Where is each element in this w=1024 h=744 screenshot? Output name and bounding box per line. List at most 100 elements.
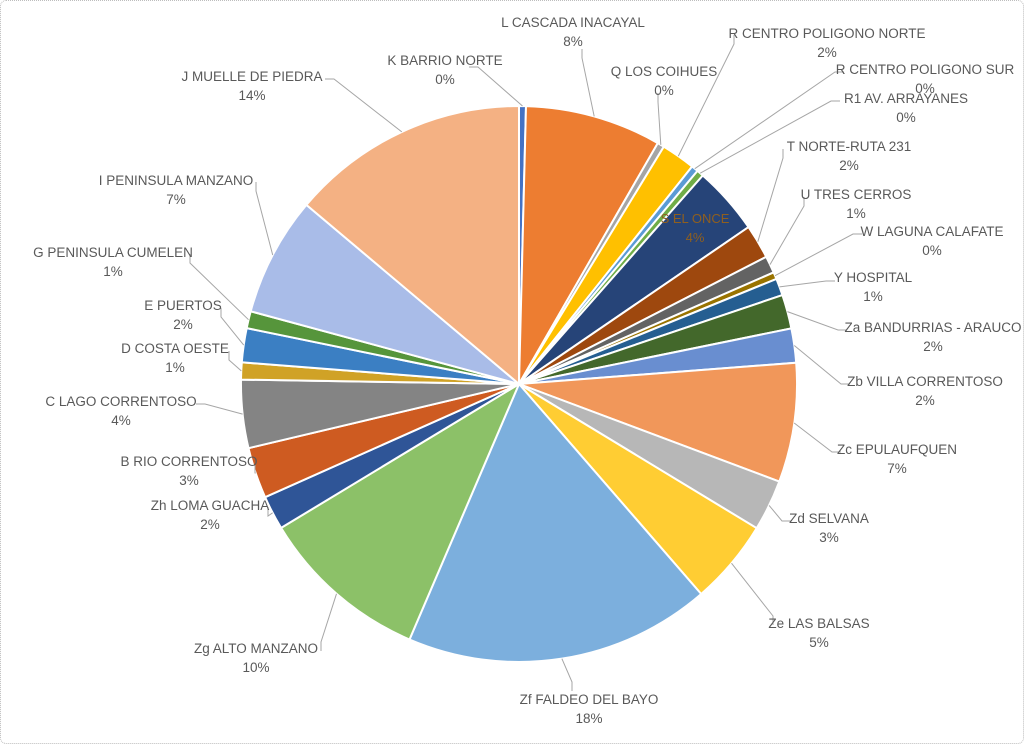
slice-label-name: Zd SELVANA	[789, 511, 869, 526]
slice-label-q-los-coihues: Q LOS COIHUES 0%	[611, 62, 718, 100]
slice-label-c-lago-correntoso: C LAGO CORRENTOSO 4%	[45, 392, 196, 430]
leader-line-w-laguna-calafate	[774, 233, 862, 277]
pie-slices-group	[239, 104, 798, 663]
slice-label-name: I PENINSULA MANZANO	[98, 173, 254, 188]
leader-lines-group	[189, 35, 862, 691]
slice-label-name: K BARRIO NORTE	[387, 53, 503, 68]
pie-slice-i-peninsula-manzano[interactable]	[249, 203, 520, 385]
slice-label-w-laguna-calafate: W LAGUNA CALAFATE 0%	[860, 222, 1003, 260]
slice-label-percent: 5%	[809, 635, 829, 650]
leader-line-l-cascada-inacayal	[581, 49, 595, 117]
leader-line-j-muelle-de-piedra	[325, 78, 403, 133]
slice-label-name: Zc EPULAUFQUEN	[836, 442, 958, 457]
slice-label-r-centro-poligono-norte: R CENTRO POLIGONO NORTE 2%	[728, 24, 925, 62]
slice-label-name: D COSTA OESTE	[121, 341, 229, 356]
slice-label-name: R CENTRO POLIGONO SUR	[835, 62, 1015, 77]
slice-label-l-cascada-inacayal: L CASCADA INACAYAL 8%	[501, 13, 645, 51]
leader-line-zf-faldeo-del-bayo	[561, 658, 573, 691]
leader-line-u-tres-cerros	[769, 197, 805, 265]
slice-label-percent: 14%	[238, 88, 266, 103]
leader-line-g-peninsula-cumelen	[189, 254, 249, 321]
slice-label-name: R CENTRO POLIGONO NORTE	[728, 26, 926, 41]
slice-label-percent: 4%	[685, 230, 705, 245]
leader-line-t-norte-ruta-231	[757, 149, 784, 242]
slice-label-percent: 4%	[111, 413, 131, 428]
slice-label-name: Ze LAS BALSAS	[768, 616, 870, 631]
pie-slice-zf-faldeo-del-bayo[interactable]	[408, 382, 703, 663]
slice-label-name: S EL ONCE	[660, 211, 730, 226]
slice-label-percent: 1%	[863, 289, 883, 304]
leader-line-zd-selvana	[768, 505, 791, 522]
slice-label-name: Zg ALTO MANZANO	[193, 641, 319, 656]
slice-label-percent: 2%	[173, 317, 193, 332]
slice-label-k-barrio-norte: K BARRIO NORTE 0%	[387, 51, 502, 89]
slice-label-s-el-once: S EL ONCE 4%	[661, 209, 730, 247]
slice-label-zb-villa-correntoso: Zb VILLA CORRENTOSO 2%	[847, 372, 1003, 410]
slice-label-name: Za BANDURRIAS - ARAUCO	[844, 320, 1022, 335]
slice-label-percent: 2%	[915, 393, 935, 408]
slice-label-percent: 3%	[819, 530, 839, 545]
leader-line-zb-villa-correntoso	[793, 345, 850, 385]
slice-label-u-tres-cerros: U TRES CERROS 1%	[801, 185, 912, 223]
slice-label-percent: 0%	[922, 243, 942, 258]
slice-label-name: Zh LOMA GUACHA	[150, 498, 270, 513]
leader-line-d-costa-oeste	[228, 351, 242, 372]
slice-label-percent: 10%	[242, 660, 270, 675]
slice-label-percent: 1%	[103, 264, 123, 279]
slice-label-percent: 18%	[575, 711, 603, 726]
leader-line-c-lago-correntoso	[196, 403, 243, 415]
slice-label-name: J MUELLE DE PIEDRA	[181, 69, 323, 84]
slice-label-zd-selvana: Zd SELVANA 3%	[789, 509, 869, 547]
slice-label-percent: 2%	[839, 158, 859, 173]
leader-line-ze-las-balsas	[731, 562, 774, 625]
slice-label-ze-las-balsas: Ze LAS BALSAS 5%	[768, 614, 869, 652]
slice-label-name: C LAGO CORRENTOSO	[45, 394, 197, 409]
slice-label-zc-epulaufquen: Zc EPULAUFQUEN 7%	[837, 440, 957, 478]
leader-line-r1-av-arrayanes	[699, 100, 840, 174]
slice-label-t-norte-ruta-231: T NORTE-RUTA 231 2%	[787, 137, 912, 175]
pie-slice-zg-alto-manzano[interactable]	[279, 381, 522, 641]
slice-label-percent: 0%	[915, 81, 935, 96]
slice-label-d-costa-oeste: D COSTA OESTE 1%	[121, 339, 229, 377]
slice-label-r-centro-poligono-sur: R CENTRO POLIGONO SUR 0%	[836, 60, 1015, 98]
slice-label-j-muelle-de-piedra: J MUELLE DE PIEDRA 14%	[181, 67, 322, 105]
slice-label-zg-alto-manzano: Zg ALTO MANZANO 10%	[194, 639, 318, 677]
leader-line-r-centro-poligono-norte	[677, 35, 735, 157]
slice-label-percent: 8%	[563, 34, 583, 49]
slice-label-percent: 2%	[817, 45, 837, 60]
slice-label-y-hospital: Y HOSPITAL 1%	[834, 268, 912, 306]
slice-label-name: T NORTE-RUTA 231	[786, 139, 912, 154]
slice-label-percent: 7%	[166, 192, 186, 207]
slice-label-name: U TRES CERROS	[800, 187, 912, 202]
slice-label-name: Q LOS COIHUES	[610, 64, 718, 79]
leader-line-e-puertos	[220, 308, 245, 346]
slice-label-percent: 7%	[887, 461, 907, 476]
leader-line-r-centro-poligono-sur	[694, 71, 844, 170]
slice-label-name: Y HOSPITAL	[833, 270, 913, 285]
slice-label-g-peninsula-cumelen: G PENINSULA CUMELEN 1%	[33, 243, 193, 281]
slice-label-zf-faldeo-del-bayo: Zf FALDEO DEL BAYO 18%	[520, 690, 659, 728]
slice-label-b-rio-correntoso: B RIO CORRENTOSO 3%	[120, 452, 257, 490]
slice-label-za-bandurrias-arauco: Za BANDURRIAS - ARAUCO 2%	[844, 318, 1021, 356]
slice-label-percent: 0%	[435, 72, 455, 87]
leader-line-y-hospital	[779, 280, 835, 288]
leader-line-zh-loma-guacha	[267, 507, 273, 517]
slice-label-name: E PUERTOS	[144, 298, 222, 313]
leader-line-i-peninsula-manzano	[255, 182, 274, 256]
slice-label-r1-av-arrayanes: R1 AV. ARRAYANES 0%	[844, 89, 968, 127]
slice-label-name: Zb VILLA CORRENTOSO	[847, 374, 1003, 389]
leader-line-za-bandurrias-arauco	[787, 311, 847, 331]
leader-line-zg-alto-manzano	[320, 593, 337, 651]
slice-label-percent: 0%	[896, 110, 916, 125]
leader-line-k-barrio-norte	[469, 66, 523, 107]
slice-label-zh-loma-guacha: Zh LOMA GUACHA 2%	[151, 496, 270, 534]
slice-label-i-peninsula-manzano: I PENINSULA MANZANO 7%	[99, 171, 254, 209]
slice-label-name: B RIO CORRENTOSO	[120, 454, 258, 469]
leader-line-zc-epulaufquen	[793, 422, 841, 453]
slice-label-percent: 3%	[179, 473, 199, 488]
slice-label-name: L CASCADA INACAYAL	[501, 15, 645, 30]
leader-line-b-rio-correntoso	[254, 464, 256, 474]
slice-label-percent: 0%	[654, 83, 674, 98]
